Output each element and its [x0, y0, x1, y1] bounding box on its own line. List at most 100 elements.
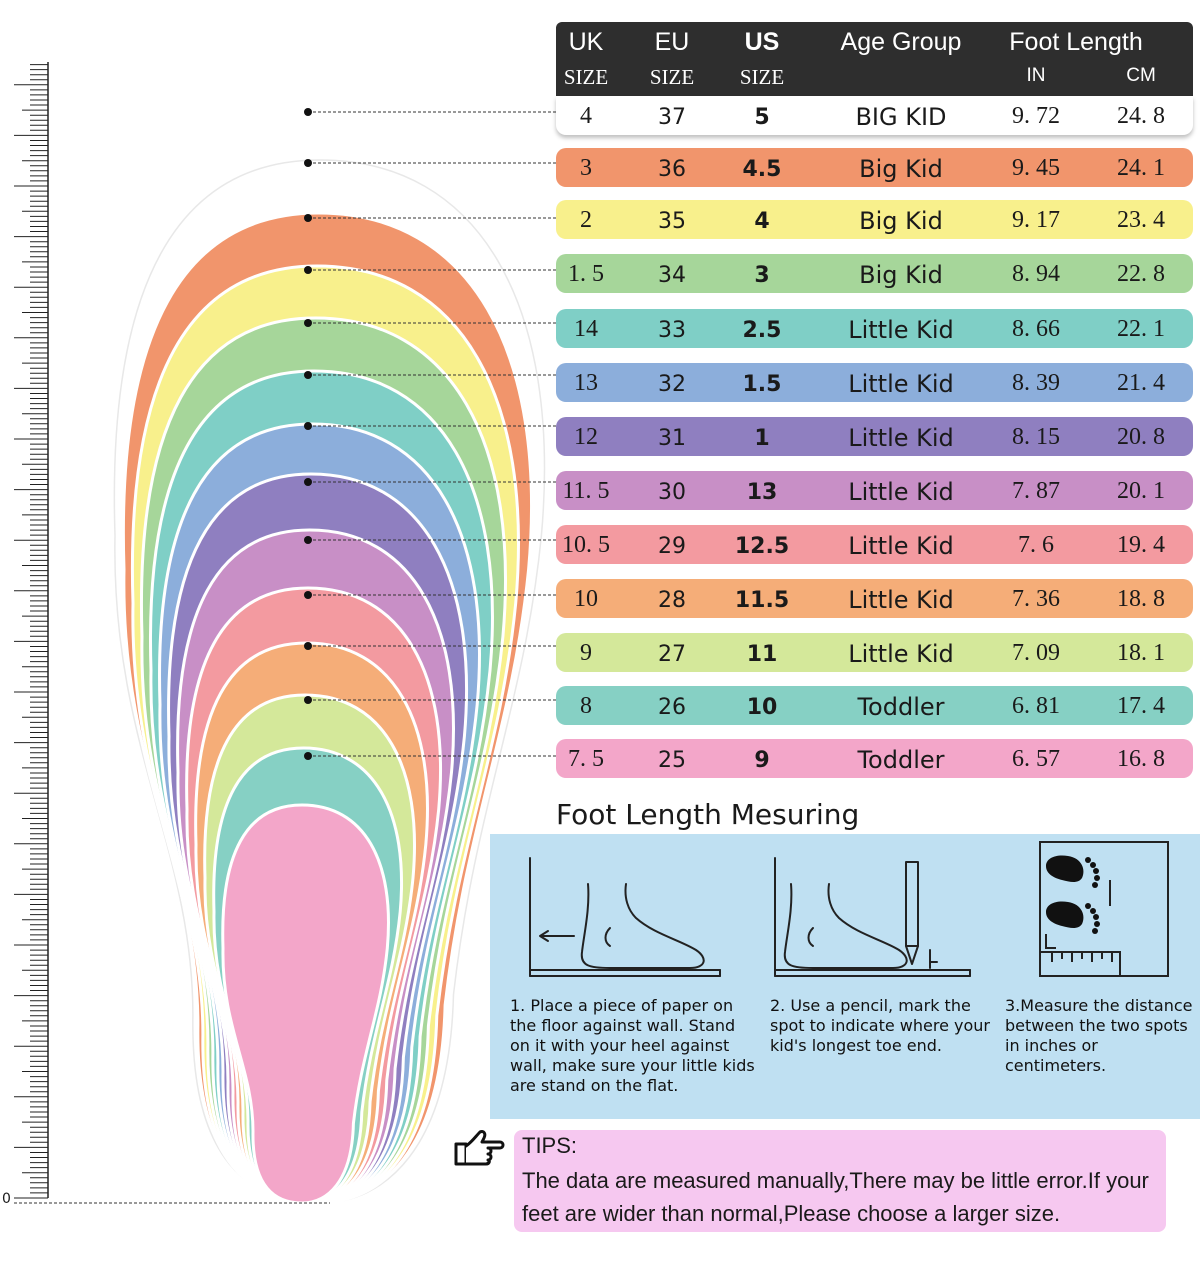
- cell-us: 5: [754, 105, 770, 130]
- cell-age: Big Kid: [859, 207, 943, 235]
- size-row: 10 28 11.5 Little Kid 7. 36 18. 8: [556, 579, 1193, 618]
- size-row: 7. 5 25 9 Toddler 6. 57 16. 8: [556, 739, 1193, 778]
- cell-age: Little Kid: [848, 478, 954, 506]
- header-in: IN: [1026, 65, 1046, 86]
- cell-age: BIG KID: [855, 103, 947, 131]
- header-cm: CM: [1126, 65, 1156, 86]
- size-row: 12 31 1 Little Kid 8. 15 20. 8: [556, 417, 1193, 456]
- step-1-text: 1. Place a piece of paper on the floor a…: [510, 996, 755, 1095]
- cell-age: Little Kid: [848, 532, 954, 560]
- cell-uk: 10: [574, 586, 598, 612]
- ruler: [14, 62, 49, 1199]
- cell-in: 8. 94: [1012, 261, 1060, 287]
- size-row: 9 27 11 Little Kid 7. 09 18. 1: [556, 633, 1193, 672]
- cell-cm: 22. 1: [1117, 316, 1165, 342]
- cell-cm: 20. 8: [1117, 424, 1165, 450]
- cell-uk: 4: [580, 103, 592, 129]
- tips-title: TIPS:: [522, 1133, 578, 1158]
- cell-eu: 25: [658, 748, 686, 773]
- cell-us: 1: [754, 426, 770, 451]
- cell-in: 8. 66: [1012, 316, 1060, 342]
- cell-uk: 8: [580, 693, 592, 719]
- header-eu: EU: [654, 28, 690, 56]
- cell-cm: 24. 1: [1117, 155, 1165, 181]
- size-row: 3 36 4.5 Big Kid 9. 45 24. 1: [556, 148, 1193, 187]
- cell-in: 7. 87: [1012, 478, 1060, 504]
- size-row: 14 33 2.5 Little Kid 8. 66 22. 1: [556, 309, 1193, 348]
- cell-in: 6. 81: [1012, 693, 1060, 719]
- cell-us: 11: [746, 642, 778, 667]
- cell-age: Little Kid: [848, 424, 954, 452]
- pencil-mark-icon: [774, 857, 971, 977]
- cell-in: 7. 36: [1012, 586, 1060, 612]
- cell-age: Little Kid: [848, 316, 954, 344]
- cell-us: 4: [754, 209, 770, 234]
- cell-uk: 1. 5: [568, 261, 604, 287]
- cell-eu: 32: [658, 372, 686, 397]
- pointing-hand-icon: [454, 1130, 505, 1166]
- step-2-text: 2. Use a pencil, mark the spot to indica…: [770, 996, 990, 1055]
- ruler-zero-label: 0: [2, 1191, 11, 1207]
- header-us-size: SIZE: [739, 65, 785, 89]
- cell-age: Big Kid: [859, 155, 943, 183]
- cell-in: 8. 39: [1012, 370, 1060, 396]
- size-row: 2 35 4 Big Kid 9. 17 23. 4: [556, 200, 1193, 239]
- tips-text: The data are measured manually,There may…: [522, 1168, 1149, 1226]
- cell-us: 2.5: [742, 318, 782, 343]
- measuring-instructions: 1. Place a piece of paper on the floor a…: [490, 834, 1200, 1119]
- cell-us: 9: [754, 748, 770, 773]
- cell-uk: 11. 5: [562, 478, 610, 504]
- cell-us: 4.5: [742, 157, 782, 182]
- cell-cm: 22. 8: [1117, 261, 1165, 287]
- cell-in: 9. 72: [1012, 103, 1060, 129]
- cell-in: 9. 45: [1012, 155, 1060, 181]
- cell-cm: 24. 8: [1117, 103, 1165, 129]
- cell-eu: 35: [658, 209, 686, 234]
- size-row: 8 26 10 Toddler 6. 81 17. 4: [556, 686, 1193, 725]
- cell-uk: 2: [580, 207, 592, 233]
- cell-cm: 20. 1: [1117, 478, 1165, 504]
- cell-us: 3: [754, 263, 770, 288]
- cell-age: Little Kid: [848, 640, 954, 668]
- header-uk: UK: [568, 28, 604, 56]
- cell-in: 8. 15: [1012, 424, 1060, 450]
- size-row: 10. 5 29 12.5 Little Kid 7. 6 19. 4: [556, 525, 1193, 564]
- cell-eu: 33: [658, 318, 686, 343]
- cell-in: 6. 57: [1012, 746, 1060, 772]
- cell-age: Big Kid: [859, 261, 943, 289]
- cell-cm: 18. 1: [1117, 640, 1165, 666]
- size-row: 13 32 1.5 Little Kid 8. 39 21. 4: [556, 363, 1193, 402]
- size-row: 1. 5 34 3 Big Kid 8. 94 22. 8: [556, 254, 1193, 293]
- header-foot-length: Foot Length: [1009, 28, 1143, 56]
- footprints-ruler-icon: [1039, 841, 1169, 977]
- measuring-title: Foot Length Mesuring: [556, 798, 860, 831]
- cell-cm: 21. 4: [1117, 370, 1165, 396]
- size-table-header: UK EU US Age Group Foot Length SIZE SIZE…: [556, 22, 1193, 96]
- cell-cm: 17. 4: [1117, 693, 1165, 719]
- cell-cm: 19. 4: [1117, 532, 1165, 558]
- tips-box: TIPS: The data are measured manually,The…: [514, 1130, 1166, 1232]
- cell-us: 11.5: [734, 588, 790, 613]
- cell-cm: 16. 8: [1117, 746, 1165, 772]
- cell-in: 7. 09: [1012, 640, 1060, 666]
- cell-uk: 10. 5: [562, 532, 610, 558]
- cell-age: Toddler: [857, 693, 945, 721]
- size-row: 11. 5 30 13 Little Kid 7. 87 20. 1: [556, 471, 1193, 510]
- step-3-text: 3.Measure the distance between the two s…: [1005, 996, 1193, 1075]
- cell-eu: 36: [658, 157, 686, 182]
- cell-uk: 3: [580, 155, 592, 181]
- cell-eu: 34: [658, 263, 686, 288]
- size-row: 4 37 5 BIG KID 9. 72 24. 8: [556, 96, 1193, 135]
- cell-us: 1.5: [742, 372, 782, 397]
- cell-in: 7. 6: [1018, 532, 1054, 558]
- cell-uk: 9: [580, 640, 592, 666]
- cell-uk: 14: [574, 316, 598, 342]
- header-age-group: Age Group: [840, 28, 962, 56]
- cell-eu: 27: [658, 642, 686, 667]
- cell-eu: 31: [658, 426, 686, 451]
- cell-eu: 29: [658, 534, 686, 559]
- cell-eu: 30: [658, 480, 686, 505]
- cell-age: Little Kid: [848, 586, 954, 614]
- cell-us: 12.5: [734, 534, 790, 559]
- cell-age: Little Kid: [848, 370, 954, 398]
